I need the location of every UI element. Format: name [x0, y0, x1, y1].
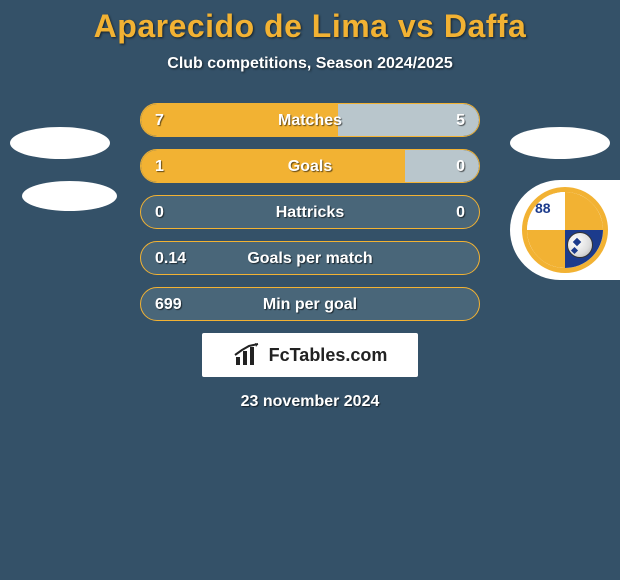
stat-label: Goals	[141, 150, 479, 183]
infographic-root: Aparecido de Lima vs Daffa Club competit…	[0, 0, 620, 580]
club-badge: 88	[510, 180, 620, 280]
stat-row: 1Goals0	[140, 149, 480, 183]
soccer-ball-icon	[567, 232, 593, 258]
player2-avatar-placeholder	[510, 127, 610, 159]
badge-quadrant-br	[565, 230, 603, 268]
stat-row: 0.14Goals per match	[140, 241, 480, 275]
player1-avatar-placeholder-1	[10, 127, 110, 159]
stat-label: Matches	[141, 104, 479, 137]
badge-quadrant-tr	[565, 192, 603, 230]
badge-quadrant-tl	[527, 192, 565, 230]
stat-row: 699Min per goal	[140, 287, 480, 321]
badge-number: 88	[535, 200, 551, 216]
player1-avatar-placeholder-2	[22, 181, 117, 211]
date-text: 23 november 2024	[0, 393, 620, 411]
stat-value-right: 0	[456, 196, 465, 229]
stats-container: 7Matches51Goals00Hattricks00.14Goals per…	[140, 103, 480, 321]
club-badge-inner: 88	[522, 187, 608, 273]
stat-row: 0Hattricks0	[140, 195, 480, 229]
stat-row: 7Matches5	[140, 103, 480, 137]
stat-value-right: 5	[456, 104, 465, 137]
branding-box: FcTables.com	[202, 333, 418, 377]
page-subtitle: Club competitions, Season 2024/2025	[0, 55, 620, 73]
stat-label: Min per goal	[141, 288, 479, 321]
bar-chart-icon	[233, 343, 263, 367]
page-title: Aparecido de Lima vs Daffa	[0, 0, 620, 45]
stat-label: Hattricks	[141, 196, 479, 229]
branding-text: FcTables.com	[269, 345, 388, 366]
stat-value-right: 0	[456, 150, 465, 183]
stat-label: Goals per match	[141, 242, 479, 275]
badge-quadrant-bl	[527, 230, 565, 268]
